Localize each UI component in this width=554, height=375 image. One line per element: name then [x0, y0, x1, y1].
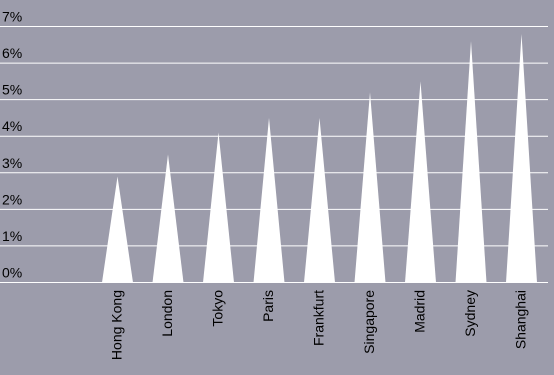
x-tick-label: Hong Kong: [109, 290, 125, 360]
y-tick-label: 4%: [2, 118, 22, 134]
bar-singapore: [354, 92, 386, 283]
y-tick-label: 7%: [2, 9, 22, 25]
bar-shanghai: [506, 33, 537, 283]
bar-paris: [253, 117, 285, 283]
x-tick-label: Shanghai: [513, 290, 529, 349]
x-tick-label: Paris: [260, 290, 276, 322]
bars: [102, 33, 537, 283]
x-tick-label: Madrid: [412, 290, 428, 333]
x-tick-label: Tokyo: [210, 290, 226, 327]
bar-sydney: [455, 41, 487, 283]
y-tick-label: 0%: [2, 265, 22, 281]
bar-madrid: [405, 81, 436, 283]
y-tick-label: 3%: [2, 155, 22, 171]
x-tick-label: Sydney: [462, 290, 478, 337]
y-tick-label: 2%: [2, 191, 22, 207]
x-tick-label: London: [159, 290, 175, 337]
bar-london: [152, 154, 184, 283]
x-tick-label: Frankfurt: [311, 290, 327, 346]
bar-tokyo: [203, 132, 234, 283]
x-tick-label: Singapore: [361, 290, 377, 354]
bar-hong-kong: [102, 176, 133, 283]
x-axis-category-labels: Hong Kong London Tokyo Paris Frankfurt Singap…: [109, 290, 529, 360]
y-tick-label: 6%: [2, 45, 22, 61]
bar-frankfurt: [304, 117, 335, 283]
y-tick-label: 5%: [2, 82, 22, 98]
y-axis-tick-labels: 0% 1% 2% 3% 4% 5% 6% 7%: [2, 9, 22, 281]
y-tick-label: 1%: [2, 228, 22, 244]
